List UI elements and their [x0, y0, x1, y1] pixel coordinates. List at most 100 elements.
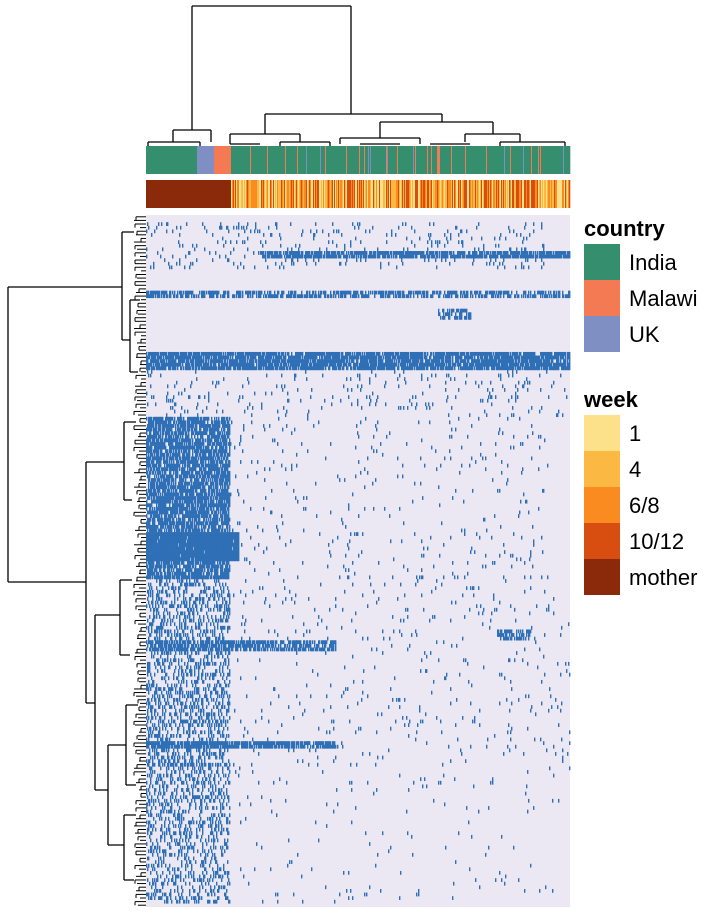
heatmap-cell [185, 424, 187, 428]
heatmap-cell [553, 251, 555, 255]
heatmap-cell [232, 355, 234, 360]
week-cell [480, 180, 482, 208]
heatmap-cell [378, 254, 380, 259]
heatmap-cell [461, 351, 463, 356]
heatmap-cell [455, 351, 457, 356]
heatmap-cell [214, 438, 216, 443]
heatmap-cell [211, 434, 213, 439]
heatmap-cell [526, 366, 528, 371]
heatmap-cell [347, 359, 349, 363]
heatmap-cell [250, 229, 252, 234]
heatmap-cell [556, 366, 558, 371]
country-cell [214, 146, 216, 174]
heatmap-cell [214, 359, 216, 363]
heatmap-cell [376, 355, 378, 360]
heatmap-cell [196, 406, 198, 410]
heatmap-cell [547, 366, 549, 371]
heatmap-cell [152, 442, 154, 446]
heatmap-cell [430, 294, 432, 299]
heatmap-cell [360, 258, 362, 263]
heatmap-cell [364, 254, 366, 259]
country-cell [278, 146, 280, 174]
heatmap-cell [176, 380, 178, 385]
heatmap-cell [435, 351, 437, 356]
week-cell [566, 180, 568, 208]
week-cell [170, 180, 172, 208]
country-cell [220, 146, 222, 174]
heatmap-cell [400, 351, 402, 356]
heatmap-cell [198, 416, 200, 421]
heatmap-cell [186, 449, 188, 454]
heatmap-cell [269, 366, 271, 371]
heatmap-cell [333, 229, 335, 234]
country-cell [203, 146, 205, 174]
heatmap-cell [502, 359, 504, 363]
heatmap-cell [192, 362, 194, 367]
heatmap-cell [199, 355, 201, 360]
week-cell [443, 180, 445, 208]
heatmap-cell [479, 290, 481, 295]
country-cell [275, 146, 277, 174]
heatmap-cell [513, 413, 515, 418]
country-cell [396, 146, 398, 174]
heatmap-cell [185, 254, 187, 259]
heatmap-cell [214, 442, 216, 446]
week-cell [147, 180, 149, 208]
country-cell [302, 146, 304, 174]
heatmap-cell [550, 366, 552, 371]
heatmap-cell [265, 362, 267, 367]
heatmap-cell [560, 359, 562, 363]
heatmap-cell [187, 366, 189, 371]
heatmap-cell [439, 312, 441, 317]
heatmap-cell [172, 351, 174, 356]
heatmap-cell [333, 366, 335, 371]
heatmap-cell [518, 294, 520, 299]
week-cell [254, 180, 256, 208]
heatmap-cell [358, 294, 360, 299]
week-cell [245, 180, 247, 208]
heatmap-cell [163, 445, 165, 450]
country-cell [450, 146, 452, 174]
heatmap-cell [540, 388, 542, 392]
heatmap-cell [569, 359, 571, 363]
heatmap-cell [222, 434, 224, 439]
heatmap-cell [463, 290, 465, 295]
heatmap-cell [332, 222, 334, 227]
heatmap-cell [560, 362, 562, 367]
heatmap-cell [213, 351, 215, 356]
heatmap-cell [529, 355, 531, 360]
week-cell [374, 180, 376, 208]
heatmap-cell [346, 355, 348, 360]
heatmap-cell [213, 366, 215, 371]
heatmap-cell [419, 236, 421, 241]
heatmap-cell [371, 369, 373, 374]
heatmap-cell [211, 452, 213, 457]
heatmap-cell [196, 351, 198, 356]
heatmap-cell [192, 424, 194, 428]
heatmap-cell [205, 438, 207, 443]
heatmap-cell [466, 308, 468, 313]
heatmap-cell [201, 434, 203, 439]
week-cell [508, 180, 510, 208]
heatmap-cell [262, 362, 264, 367]
heatmap-cell [490, 359, 492, 363]
heatmap-cell [461, 229, 463, 234]
week-cell [201, 180, 203, 208]
heatmap-cell [390, 359, 392, 363]
heatmap-cell [215, 434, 217, 439]
heatmap-cell [169, 442, 171, 446]
week-cell [233, 180, 235, 208]
heatmap-cell [457, 308, 459, 313]
heatmap-cell [507, 351, 509, 356]
heatmap-cell [466, 351, 468, 356]
heatmap-cell [227, 362, 229, 367]
heatmap-cell [306, 254, 308, 259]
heatmap-cell [213, 442, 215, 446]
heatmap-cell [385, 251, 387, 255]
heatmap-cell [407, 366, 409, 371]
heatmap-cell [365, 254, 367, 259]
week-cell [292, 180, 294, 208]
heatmap-cell [217, 420, 219, 425]
heatmap-cell [174, 362, 176, 367]
week-cell [310, 180, 312, 208]
